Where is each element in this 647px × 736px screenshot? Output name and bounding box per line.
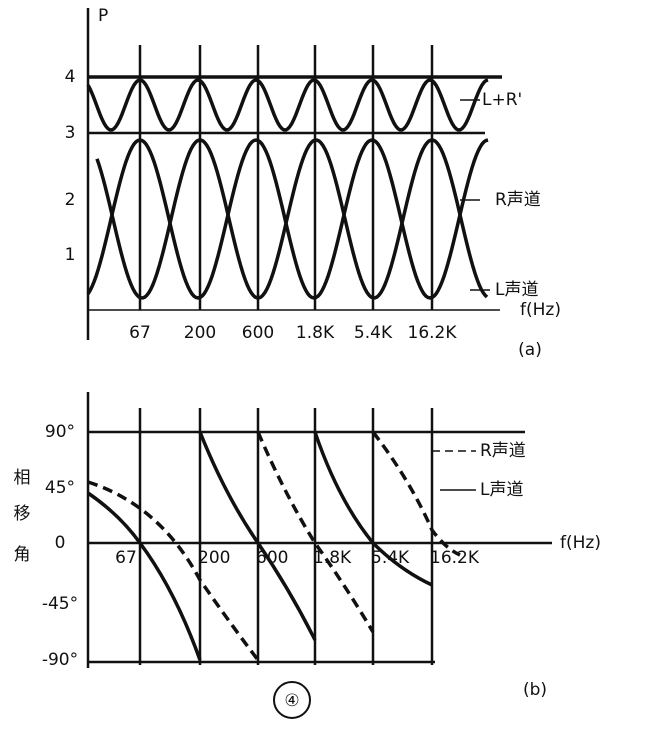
x-label: 600 [256,548,288,568]
y-label: 45° [45,478,75,498]
x-label: 5.4K [354,323,393,343]
x-label: 16.2K [430,548,480,568]
curve-a1 [86,138,489,300]
x-axis-label: f(Hz) [560,533,601,553]
y-label: 0 [55,533,66,553]
curve-a2 [95,138,489,300]
x-label: 600 [242,323,274,343]
y-label: -90° [42,650,78,670]
y-axis-label: 移 [14,504,31,524]
curve-label: R声道 [495,190,541,210]
x-axis-label: f(Hz) [520,300,561,320]
x-label: 200 [198,548,230,568]
x-label: 5.4K [371,548,410,568]
y-label: 4 [65,67,76,87]
caption: (b) [523,680,547,700]
y-label: -45° [42,594,78,614]
curve-label: L+R' [482,90,522,110]
y-axis-label: 角 [14,545,31,565]
y-axis-label: 相 [14,468,31,488]
y-axis-label: P [98,6,108,26]
legend-label: R声道 [480,441,526,461]
x-label: 200 [184,323,216,343]
y-label: 1 [65,245,76,265]
legend-label: L声道 [480,480,523,500]
x-label: 16.2K [408,323,458,343]
curve-sum [86,78,489,132]
y-label: 2 [65,190,76,210]
x-label: 67 [115,548,137,568]
y-label: 3 [65,123,76,143]
curve-label: L声道 [495,280,538,300]
x-label: 1.8K [296,323,335,343]
figure-number: ④ [284,691,299,711]
x-label: 1.8K [313,548,352,568]
x-label: 67 [129,323,151,343]
y-label: 90° [45,422,75,442]
panel-b-frame [86,392,552,719]
caption: (a) [518,340,542,360]
